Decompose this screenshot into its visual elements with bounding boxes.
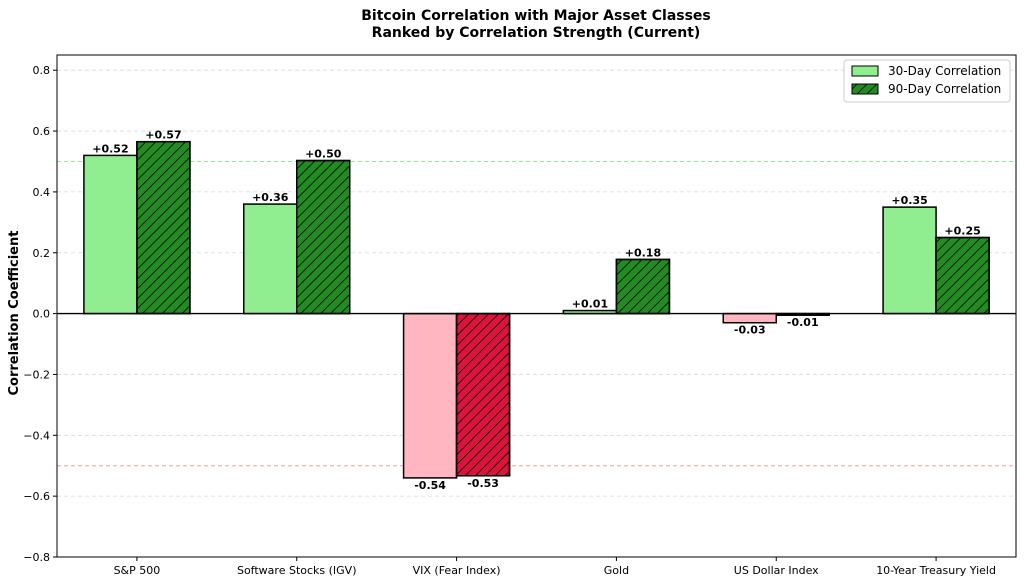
- legend-label-90-day: 90-Day Correlation: [888, 82, 1001, 96]
- chart-title: Bitcoin Correlation with Major Asset Cla…: [361, 8, 711, 24]
- bar-hatch-90-day: [935, 236, 990, 315]
- bar-30-day: [402, 312, 458, 479]
- bar-value-label: +0.36: [252, 191, 289, 204]
- y-tick-label: −0.4: [23, 429, 50, 442]
- y-tick-label: 0.2: [33, 247, 51, 260]
- y-tick-label: 0.4: [33, 186, 51, 199]
- y-axis-label: Correlation Coefficient: [7, 231, 22, 396]
- y-tick-label: 0.0: [33, 308, 51, 321]
- y-tick-label: 0.6: [33, 125, 51, 138]
- x-tick-label: US Dollar Index: [734, 564, 819, 577]
- bar-value-label: +0.01: [572, 298, 608, 311]
- legend-swatch-90-day-hatch: [851, 83, 879, 95]
- bar-value-label: -0.54: [414, 479, 446, 492]
- y-axis-ticks: −0.8 −0.6 −0.4 −0.2 0.0 0.2 0.4 0.6 0.8: [23, 64, 57, 564]
- x-tick-label: S&P 500: [114, 564, 161, 577]
- x-axis-ticks: S&P 500 Software Stocks (IGV) VIX (Fear In…: [114, 557, 996, 577]
- bar-30-day: [882, 206, 937, 315]
- bar-30-day: [722, 312, 777, 324]
- bar-value-label: +0.52: [92, 142, 128, 155]
- bar-value-label: +0.50: [305, 148, 342, 161]
- bar-value-labels: +0.52 +0.57 +0.36 +0.50 -0.54 -0.53 +0.01 +0.18…: [92, 129, 981, 492]
- bar-hatch-90-day: [455, 312, 511, 477]
- bar-value-label: +0.25: [944, 225, 980, 238]
- chart-subtitle: Ranked by Correlation Strength (Current): [372, 25, 701, 41]
- y-tick-label: 0.8: [33, 64, 51, 77]
- bar-30-day: [83, 154, 138, 315]
- bar-hatch-90-day: [136, 140, 191, 315]
- bar-value-label: +0.18: [625, 246, 661, 259]
- bar-value-label: -0.53: [467, 477, 499, 490]
- bar-value-label: +0.35: [891, 194, 927, 207]
- legend-frame: [843, 59, 1011, 103]
- legend: 30-Day Correlation 90-Day Correlation: [843, 59, 1011, 103]
- bar-hatch-90-day: [296, 159, 351, 315]
- bar-hatch-90-day: [615, 258, 671, 315]
- y-tick-label: −0.8: [23, 551, 50, 564]
- x-tick-label: VIX (Fear Index): [413, 564, 501, 577]
- x-tick-label: Gold: [604, 564, 629, 577]
- plot-frame: [56, 54, 1017, 558]
- bar-value-label: -0.03: [734, 324, 766, 337]
- bar-value-label: -0.01: [787, 316, 819, 329]
- reference-lines: [57, 160, 1016, 467]
- legend-label-30-day: 30-Day Correlation: [888, 64, 1001, 78]
- y-tick-label: −0.6: [23, 490, 50, 503]
- x-tick-label: Software Stocks (IGV): [237, 564, 357, 577]
- bar-value-label: +0.57: [145, 129, 181, 142]
- legend-swatch-30-day: [851, 65, 879, 77]
- x-tick-label: 10-Year Treasury Yield: [876, 564, 996, 577]
- bar-30-day: [243, 203, 298, 315]
- bars: [83, 140, 990, 479]
- y-tick-label: −0.2: [23, 368, 50, 381]
